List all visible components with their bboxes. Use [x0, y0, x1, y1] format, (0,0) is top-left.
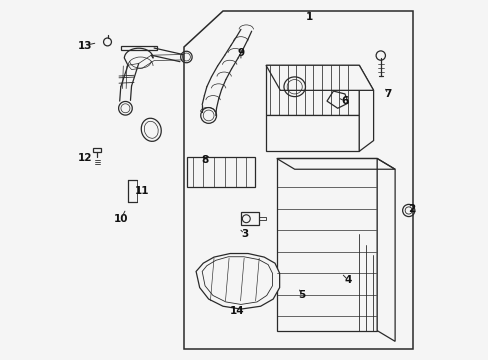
Polygon shape	[265, 116, 359, 151]
Polygon shape	[265, 65, 359, 116]
Polygon shape	[376, 158, 394, 341]
Polygon shape	[183, 12, 412, 348]
Text: 3: 3	[241, 229, 247, 239]
Text: 5: 5	[298, 290, 305, 300]
Text: 9: 9	[237, 48, 244, 58]
Text: 4: 4	[344, 275, 351, 285]
Text: 14: 14	[229, 306, 244, 316]
Text: 6: 6	[341, 96, 348, 106]
Text: 13: 13	[78, 41, 92, 50]
Polygon shape	[276, 158, 376, 330]
Text: 2: 2	[407, 204, 414, 214]
Text: 12: 12	[78, 153, 92, 163]
Text: 10: 10	[113, 215, 128, 224]
Text: 7: 7	[384, 89, 391, 99]
Text: 1: 1	[305, 12, 312, 22]
Polygon shape	[196, 253, 279, 309]
Polygon shape	[359, 65, 373, 151]
Polygon shape	[265, 65, 373, 90]
Text: 8: 8	[201, 155, 208, 165]
Text: 11: 11	[135, 186, 149, 196]
